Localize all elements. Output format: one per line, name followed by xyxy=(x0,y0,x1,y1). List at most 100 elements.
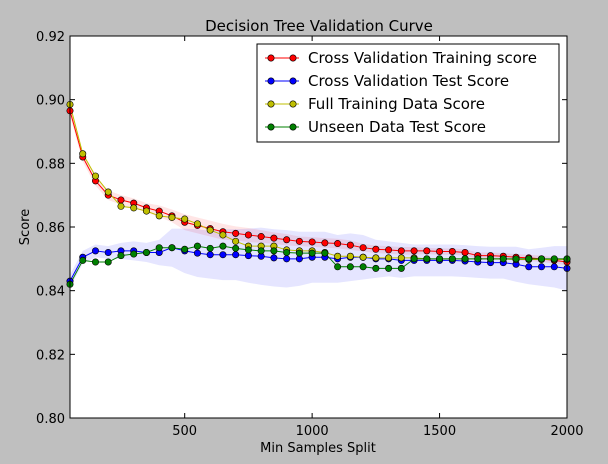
cross-validation-training-score-line xyxy=(69,110,568,263)
y-tick-label: 0.84 xyxy=(36,285,65,300)
cross-validation-training-score-point xyxy=(117,196,125,204)
cross-validation-test-score-point xyxy=(91,247,99,255)
cross-validation-training-score-point xyxy=(359,244,367,252)
cross-validation-training-score-point xyxy=(448,248,456,256)
cross-validation-training-score-point xyxy=(334,240,342,248)
full-training-data-score-point xyxy=(130,204,138,212)
unseen-data-test-score-line xyxy=(69,245,567,285)
cross-validation-training-score-point xyxy=(321,239,329,247)
cross-validation-training-score-point xyxy=(346,241,354,249)
full-training-data-score-point xyxy=(142,207,150,215)
cross-validation-test-score-point xyxy=(232,251,240,259)
y-tick-label: 0.82 xyxy=(36,348,65,363)
cross-validation-training-score-point xyxy=(244,231,252,239)
cross-validation-training-score-point xyxy=(410,247,418,255)
unseen-data-test-score-point xyxy=(206,244,214,252)
full-training-data-score-point xyxy=(334,252,342,260)
legend-cross-validation-test-score-marker xyxy=(289,77,297,85)
full-training-data-score-point xyxy=(104,188,112,196)
cross-validation-training-score-point xyxy=(372,245,380,253)
legend-box xyxy=(256,43,560,143)
cross-validation-test-score-point xyxy=(270,254,278,262)
cross-validation-test-score-line xyxy=(69,247,568,282)
unseen-data-test-score-point xyxy=(499,255,507,263)
cross-validation-training-score-point xyxy=(385,246,393,254)
full-training-data-score-point xyxy=(155,212,163,220)
unseen-data-test-score-point xyxy=(142,248,150,256)
cross-validation-training-score-point xyxy=(461,248,469,256)
legend-cross-validation-test-score-marker xyxy=(267,77,275,85)
full-training-data-score-point xyxy=(91,172,99,180)
unseen-data-test-score-point xyxy=(308,249,316,257)
unseen-data-test-score-point xyxy=(487,255,495,263)
legend-unseen-data-test-score-marker xyxy=(289,123,297,131)
cross-validation-training-score-point xyxy=(423,247,431,255)
legend-full-training-data-score-marker xyxy=(267,100,275,108)
x-tick-label: 1000 xyxy=(296,424,329,439)
full-training-data-score-point xyxy=(359,253,367,261)
cross-validation-test-score-point xyxy=(538,263,546,271)
unseen-data-test-score-point xyxy=(270,247,278,255)
unseen-data-test-score-point xyxy=(397,264,405,272)
legend-full-training-data-score-marker xyxy=(289,100,297,108)
unseen-data-test-score-point xyxy=(512,255,520,263)
unseen-data-test-score-point xyxy=(219,242,227,250)
unseen-data-test-score-point xyxy=(538,255,546,263)
y-tick-label: 0.86 xyxy=(36,221,65,236)
full-training-data-score-point xyxy=(232,237,240,245)
series-lines xyxy=(69,104,568,285)
x-tick-label: 1500 xyxy=(423,424,456,439)
x-tick-label: 500 xyxy=(172,424,197,439)
legend-cross-validation-training-score-marker xyxy=(267,54,275,62)
cross-validation-test-score-point xyxy=(206,251,214,259)
axis-ticks xyxy=(70,35,568,419)
unseen-data-test-score-point xyxy=(525,255,533,263)
series-markers xyxy=(66,100,571,288)
full-training-data-score-point xyxy=(79,150,87,158)
cross-validation-test-score-point xyxy=(193,249,201,257)
cross-validation-training-score-point xyxy=(270,234,278,242)
legend: Cross Validation Training score Cross Val… xyxy=(256,43,560,143)
y-tick-label: 0.92 xyxy=(36,30,65,45)
unseen-data-test-score-point xyxy=(346,263,354,271)
cross-validation-training-score-point xyxy=(283,236,291,244)
legend-cross-validation-training-score-marker xyxy=(289,54,297,62)
unseen-data-test-score-point xyxy=(130,250,138,258)
x-axis-label: Min Samples Split xyxy=(260,441,376,456)
unseen-data-test-score-point xyxy=(461,255,469,263)
unseen-data-test-score-point xyxy=(79,256,87,264)
unseen-data-test-score-point xyxy=(117,252,125,260)
unseen-data-test-score-point xyxy=(244,246,252,254)
full-training-data-score-point xyxy=(372,254,380,262)
cross-validation-training-score-point xyxy=(232,229,240,237)
unseen-data-test-score-point xyxy=(474,255,482,263)
full-training-data-score-point xyxy=(385,254,393,262)
cross-validation-test-score-point xyxy=(283,255,291,263)
axis-tick-labels: 500 1000 1500 2000 0.80 0.82 0.84 0.86 0.88 0.90 0… xyxy=(36,30,584,439)
full-training-data-score-point xyxy=(193,220,201,228)
legend-cross-validation-test-score-label: Cross Validation Test Score xyxy=(308,72,509,90)
cross-validation-training-score-point xyxy=(257,233,265,241)
unseen-data-test-score-point xyxy=(155,244,163,252)
unseen-data-test-score-point xyxy=(181,245,189,253)
legend-unseen-data-test-score-marker xyxy=(267,123,275,131)
chart-title: Decision Tree Validation Curve xyxy=(205,17,433,35)
legend-full-training-data-score-label: Full Training Data Score xyxy=(308,95,485,113)
unseen-data-test-score-point xyxy=(436,255,444,263)
unseen-data-test-score-point xyxy=(321,249,329,257)
legend-unseen-data-test-score-label: Unseen Data Test Score xyxy=(308,118,486,136)
unseen-data-test-score-point xyxy=(91,258,99,266)
full-training-data-score-point xyxy=(397,254,405,262)
unseen-data-test-score-point xyxy=(193,242,201,250)
y-axis-label: Score xyxy=(18,209,33,245)
unseen-data-test-score-point xyxy=(448,255,456,263)
unseen-data-test-score-point xyxy=(410,255,418,263)
full-training-data-score-point xyxy=(219,231,227,239)
legend-cross-validation-training-score-label: Cross Validation Training score xyxy=(308,49,537,67)
x-tick-label: 2000 xyxy=(550,424,583,439)
unseen-data-test-score-point xyxy=(232,244,240,252)
full-training-data-score-point xyxy=(117,202,125,210)
unseen-data-test-score-point xyxy=(385,264,393,272)
cross-validation-test-score-point xyxy=(525,263,533,271)
